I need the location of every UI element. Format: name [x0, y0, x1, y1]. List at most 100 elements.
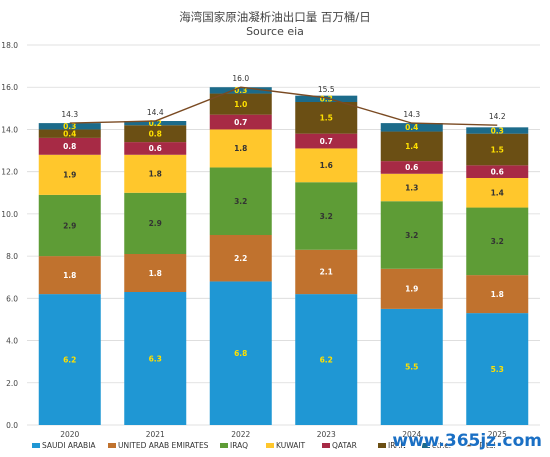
bar-segment	[209, 87, 272, 94]
bar-segment	[124, 142, 187, 155]
chart-subtitle: Source eia	[246, 25, 304, 38]
bar-segment	[38, 123, 101, 130]
legend-label: UNITED ARAB EMIRATES	[118, 441, 209, 450]
bar-segment	[295, 95, 358, 102]
data-label: 6.2	[320, 355, 333, 364]
y-tick-label: 12.0	[1, 168, 18, 177]
legend-label: SAUDI ARABIA	[42, 441, 96, 450]
bar-segment	[124, 125, 187, 143]
bar-segment	[295, 294, 358, 425]
x-tick-label: 2021	[146, 430, 165, 439]
bar-segment	[295, 133, 358, 149]
bar-segment	[209, 235, 272, 282]
bar-segment	[380, 131, 443, 162]
data-label: 6.2	[63, 355, 76, 364]
legend-swatch	[108, 443, 116, 448]
bar-segment	[466, 127, 529, 134]
bar-segment	[295, 182, 358, 250]
bar-segment	[38, 256, 101, 295]
watermark: www.365jz.com	[392, 431, 542, 451]
bar-segment	[124, 121, 187, 126]
y-tick-label: 2.0	[6, 379, 18, 388]
data-label: 0.3	[320, 95, 333, 104]
total-label: 16.0	[232, 74, 249, 83]
bar-segment	[380, 308, 443, 425]
data-label: 2.9	[63, 221, 76, 230]
data-label: 0.4	[405, 123, 418, 132]
data-label: 0.6	[149, 144, 162, 153]
data-label: 1.8	[149, 269, 162, 278]
legend-label: IRAQ	[230, 441, 248, 450]
data-label: 1.6	[320, 161, 333, 170]
chart-title: 海湾国家原油凝析油出口量 百万桶/日	[179, 10, 371, 24]
data-label: 1.5	[491, 145, 504, 154]
data-label: 0.8	[149, 129, 162, 138]
bar-segment	[38, 137, 101, 155]
data-label: 3.2	[491, 237, 504, 246]
data-label: 0.8	[63, 142, 76, 151]
data-label: 0.3	[234, 86, 247, 95]
bar-segment	[295, 102, 358, 134]
data-label: 1.3	[405, 183, 418, 192]
legend-label: IRAN	[388, 441, 406, 450]
bar-segment	[38, 154, 101, 195]
x-tick-label: 2025	[488, 430, 507, 439]
data-label: 1.8	[491, 290, 504, 299]
data-label: 3.2	[320, 212, 333, 221]
legend-swatch	[220, 443, 228, 448]
x-tick-label: 2024	[402, 430, 421, 439]
data-label: 2.2	[234, 254, 247, 263]
bar-segment	[466, 165, 529, 178]
bar-segment	[295, 148, 358, 183]
legend-swatch	[422, 443, 430, 448]
bar-segment	[380, 201, 443, 269]
bar-segment	[466, 275, 529, 314]
data-label: 5.3	[491, 365, 504, 374]
data-label: 3.2	[405, 231, 418, 240]
total-label: 15.5	[318, 85, 335, 94]
bar-segment	[124, 154, 187, 193]
data-label: 0.6	[405, 163, 418, 172]
total-label: 14.4	[147, 108, 164, 117]
data-label: 0.3	[63, 122, 76, 131]
legend-label: Total	[477, 441, 496, 450]
data-label: 0.4	[63, 129, 76, 138]
legend-swatch	[266, 443, 274, 448]
bar-segment	[466, 133, 529, 166]
data-label: 1.4	[491, 189, 504, 198]
bar-segment	[380, 123, 443, 132]
data-label: 3.2	[234, 197, 247, 206]
y-tick-label: 16.0	[1, 83, 18, 92]
total-label: 14.3	[403, 110, 420, 119]
data-label: 1.9	[63, 171, 76, 180]
bar-segment	[209, 281, 272, 425]
data-label: 0.7	[234, 118, 247, 127]
data-label: 6.8	[234, 349, 247, 358]
legend-swatch	[322, 443, 330, 448]
data-label: 0.2	[149, 119, 162, 128]
data-label: 1.8	[63, 271, 76, 280]
data-label: 0.3	[491, 126, 504, 135]
legend-label: QATAR	[332, 441, 357, 450]
bar-segment	[466, 313, 529, 425]
data-label: 2.9	[149, 219, 162, 228]
x-tick-label: 2022	[231, 430, 250, 439]
data-label: 0.6	[491, 167, 504, 176]
bar-segment	[380, 268, 443, 309]
y-tick-label: 8.0	[6, 252, 18, 261]
x-tick-label: 2020	[60, 430, 79, 439]
bar-segment	[209, 167, 272, 235]
bar-segment	[466, 207, 529, 276]
data-label: 2.1	[320, 268, 333, 277]
y-tick-label: 10.0	[1, 210, 18, 219]
data-label: 1.8	[149, 170, 162, 179]
bar-segment	[209, 114, 272, 130]
bar-segment	[124, 192, 187, 254]
data-label: 1.5	[320, 114, 333, 123]
data-label: 1.9	[405, 285, 418, 294]
bar-segment	[295, 249, 358, 295]
bar-segment	[209, 93, 272, 115]
total-line	[69, 86, 498, 126]
